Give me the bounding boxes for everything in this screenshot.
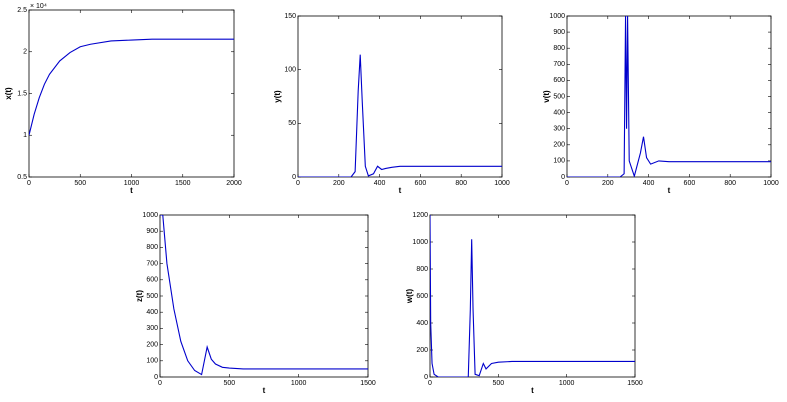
chart: 0 200 400 600 800 1000 0 100 200 300 400 500 600 700 8… [542,13,779,195]
x-axis-label: t [130,186,133,195]
y-tick-label: 200 [553,142,565,149]
y-tick-label: 1.5 [17,90,27,97]
y-tick-label: 500 [553,93,565,100]
y-tick-label: 0 [424,374,428,381]
x-axis-label: t [531,386,534,395]
x-tick-label: 400 [374,180,386,187]
x-tick-label: 0 [27,180,31,187]
y-tick-label: 0 [154,374,158,381]
x-tick-label: 800 [724,180,736,187]
y-tick-label: 300 [146,325,158,332]
y-axis-label: y(t) [273,90,282,103]
y-tick-label: 600 [146,277,158,284]
chart: 0 200 400 600 800 1000 0 50 100 150 t y(t) [273,13,510,195]
x-tick-label: 0 [158,380,162,387]
x-tick-label: 1000 [124,180,140,187]
x-tick-label: 500 [492,380,504,387]
x-tick-label: 1000 [559,380,575,387]
plot-area [429,214,636,378]
x-tick-label: 1500 [175,180,191,187]
y-tick-label: 100 [284,67,296,74]
y-tick-label: 800 [553,45,565,52]
y-tick-label: 800 [416,266,428,273]
y-tick-label: 1000 [549,13,565,20]
y-axis-label: z(t) [135,290,144,302]
x-tick-label: 200 [333,180,345,187]
data-line [430,215,635,377]
y-tick-label: 900 [146,228,158,235]
y-tick-label: 1000 [412,239,428,246]
x-tick-label: 1500 [360,380,376,387]
y-tick-label: 2 [23,49,27,56]
axis-multiplier: × 10⁴ [30,3,47,10]
x-tick-label: 1500 [627,380,643,387]
y-tick-label: 600 [416,293,428,300]
x-axis-label: t [668,186,671,195]
x-tick-label: 1000 [291,380,307,387]
y-axis-label: x(t) [4,87,13,100]
chart: 0 500 1000 1500 0 200 400 600 800 1000 1200 t w(t) [405,212,643,395]
y-tick-label: 900 [553,29,565,36]
y-tick-label: 1 [23,132,27,139]
y-tick-label: 400 [416,320,428,327]
x-tick-label: 800 [455,180,467,187]
chart: 0 500 1000 1500 2000 0.5 1 1.5 2 2.5× 10⁴ t x(t) [4,3,242,195]
y-tick-label: 1200 [412,212,428,219]
x-tick-label: 400 [643,180,655,187]
y-tick-label: 400 [553,109,565,116]
y-tick-label: 150 [284,13,296,20]
data-line [29,38,234,136]
y-tick-label: 500 [146,293,158,300]
x-axis-label: t [263,386,266,395]
chart: 0 500 1000 1500 0 100 200 300 400 500 600 700 800 900… [135,212,376,395]
y-tick-label: 0 [292,174,296,181]
x-tick-label: 600 [684,180,696,187]
y-tick-label: 100 [146,358,158,365]
x-tick-label: 200 [602,180,614,187]
plot-area [28,9,235,178]
y-tick-label: 50 [288,120,296,127]
plot-area [566,15,772,178]
y-tick-label: 0.5 [17,174,27,181]
y-tick-label: 700 [146,260,158,267]
y-tick-label: 0 [561,174,565,181]
x-axis-label: t [399,186,402,195]
y-tick-label: 200 [146,341,158,348]
y-tick-label: 1000 [142,212,158,219]
x-tick-label: 0 [565,180,569,187]
x-tick-label: 600 [415,180,427,187]
data-line [567,16,771,177]
y-tick-label: 400 [146,309,158,316]
y-tick-label: 800 [146,244,158,251]
y-axis-label: w(t) [405,289,414,305]
y-tick-label: 100 [553,158,565,165]
y-axis-label: v(t) [542,90,551,103]
x-tick-label: 1000 [763,180,779,187]
plot-area [159,214,369,378]
x-tick-label: 0 [428,380,432,387]
x-tick-label: 500 [74,180,86,187]
data-line [160,215,368,376]
y-tick-label: 2.5 [17,7,27,14]
y-tick-label: 700 [553,61,565,68]
y-tick-label: 200 [416,347,428,354]
x-tick-label: 1000 [494,180,510,187]
x-tick-label: 2000 [226,180,242,187]
y-tick-label: 600 [553,77,565,84]
y-tick-label: 300 [553,126,565,133]
data-line [298,54,502,177]
x-tick-label: 0 [296,180,300,187]
x-tick-label: 500 [223,380,235,387]
plot-area [297,15,503,178]
